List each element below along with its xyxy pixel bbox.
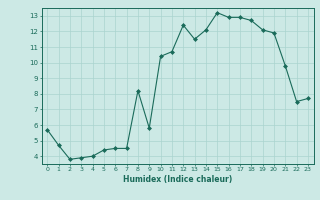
X-axis label: Humidex (Indice chaleur): Humidex (Indice chaleur) <box>123 175 232 184</box>
